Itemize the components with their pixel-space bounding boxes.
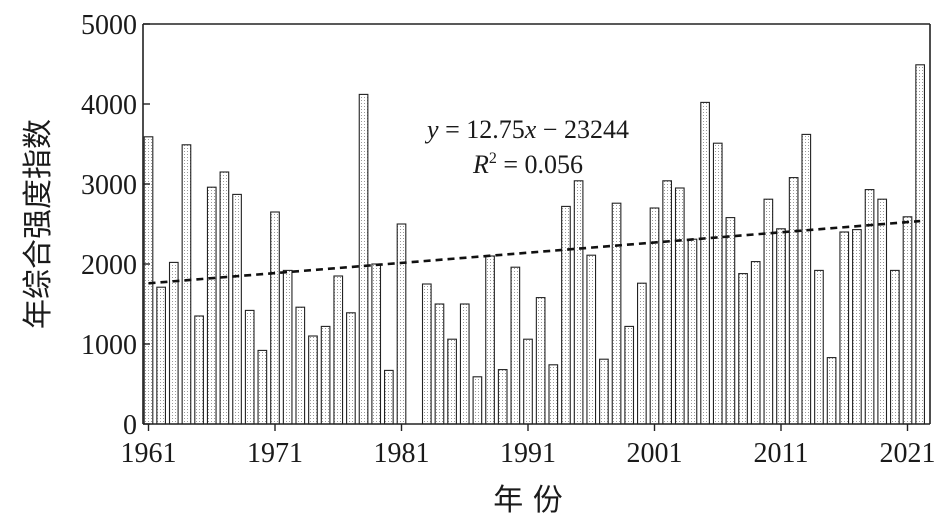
y-tick-label: 1000 xyxy=(81,330,137,361)
bar-1971 xyxy=(270,211,280,425)
bars-group xyxy=(143,64,925,425)
bar-2015 xyxy=(826,357,837,425)
bar-2006 xyxy=(712,142,723,425)
bar-2016 xyxy=(839,231,850,425)
bar-1998 xyxy=(611,202,622,425)
bar-1995 xyxy=(573,180,584,425)
bar-1983 xyxy=(421,283,432,425)
x-tick-label: 1981 xyxy=(374,438,430,469)
bar-1969 xyxy=(244,309,255,425)
bar-1968 xyxy=(232,193,242,425)
y-tick-label: 4000 xyxy=(81,90,137,121)
y-tick-label: 2000 xyxy=(81,250,137,281)
bar-2011 xyxy=(776,228,786,425)
x-axis-title: 年 份 xyxy=(493,483,563,518)
x-tick-label: 1991 xyxy=(500,438,556,469)
equation-x-symbol: x xyxy=(524,115,537,144)
bar-1967 xyxy=(219,171,230,425)
bar-1970 xyxy=(257,349,268,425)
bar-2003 xyxy=(674,187,685,425)
bar-1978 xyxy=(358,93,369,425)
bar-1966 xyxy=(206,186,217,425)
bar-1984 xyxy=(434,303,445,425)
bar-2017 xyxy=(852,229,862,425)
r2-superscript: 2 xyxy=(489,150,497,167)
y-tick-label: 0 xyxy=(123,410,137,441)
bar-2012 xyxy=(788,177,799,425)
bar-1994 xyxy=(561,205,571,425)
x-tick-label: 2011 xyxy=(754,438,809,469)
bar-1980 xyxy=(383,369,394,425)
bar-2022 xyxy=(915,64,925,425)
equation-slope: = 12.75 xyxy=(439,115,525,144)
x-tick-label: 2001 xyxy=(627,438,683,469)
x-tick-label: 2021 xyxy=(880,438,936,469)
bar-2004 xyxy=(687,238,698,425)
y-tick-label: 5000 xyxy=(81,10,137,41)
bar-2019 xyxy=(877,198,888,425)
bar-1964 xyxy=(181,144,192,425)
bar-1963 xyxy=(168,261,179,425)
bar-1965 xyxy=(194,315,204,425)
trend-equation: y = 12.75x − 23244 xyxy=(424,115,629,144)
bar-1962 xyxy=(156,286,167,425)
bar-2009 xyxy=(750,261,761,425)
bar-1990 xyxy=(510,266,521,425)
bar-2002 xyxy=(662,180,672,425)
bar-2020 xyxy=(889,269,900,425)
x-tick-label: 1961 xyxy=(121,438,177,469)
bar-1975 xyxy=(320,325,331,425)
bar-1985 xyxy=(447,338,457,425)
bar-1997 xyxy=(599,358,609,425)
bar-2007 xyxy=(725,217,736,425)
bar-1973 xyxy=(295,306,306,425)
bar-1972 xyxy=(282,269,293,425)
bar-1987 xyxy=(472,376,483,425)
bar-1993 xyxy=(548,364,559,425)
y-tick-label: 3000 xyxy=(81,170,137,201)
trend-line xyxy=(148,219,921,285)
bar-1981 xyxy=(396,223,407,425)
bar-2021 xyxy=(902,216,913,425)
x-tick-label: 1971 xyxy=(247,438,303,469)
bar-2005 xyxy=(700,101,710,425)
bar-1976 xyxy=(333,275,344,425)
bar-1974 xyxy=(308,335,318,425)
bar-1992 xyxy=(535,297,546,425)
bar-1989 xyxy=(497,369,508,425)
r2-symbol: R xyxy=(472,150,489,179)
bar-1996 xyxy=(586,254,597,425)
bar-1961 xyxy=(143,136,154,425)
bar-2013 xyxy=(801,133,812,425)
bar-2000 xyxy=(636,282,647,425)
equation-y-symbol: y xyxy=(424,115,439,144)
bar-1988 xyxy=(485,255,495,425)
bar-2001 xyxy=(649,207,660,425)
equation-intercept: − 23244 xyxy=(536,115,629,144)
axes-group xyxy=(142,23,931,425)
bar-2014 xyxy=(814,269,824,425)
r2-value: = 0.056 xyxy=(497,150,583,179)
bar-1979 xyxy=(371,263,382,425)
bar-1977 xyxy=(346,312,356,425)
bar-2008 xyxy=(738,273,748,425)
r-squared-label: R2 = 0.056 xyxy=(472,150,583,179)
y-axis-title: 年综合强度指数 xyxy=(21,119,56,329)
y-ticks-group: 0 1000 2000 3000 4000 5000 xyxy=(81,10,150,441)
bar-1999 xyxy=(624,325,635,425)
bar-1991 xyxy=(523,338,533,425)
bar-1986 xyxy=(459,303,470,425)
x-ticks-group: 1961 1971 1981 1991 2001 2011 2021 xyxy=(121,424,936,469)
